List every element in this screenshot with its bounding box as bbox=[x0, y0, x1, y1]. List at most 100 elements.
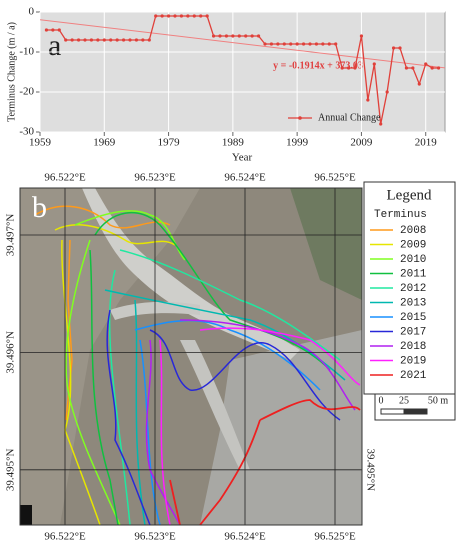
data-point bbox=[366, 98, 370, 102]
data-point bbox=[314, 42, 319, 46]
panel-a: -30 -20 -10 0 1959 1969 1979 1989 1999 2009 2019 An… bbox=[19, 6, 445, 149]
data-point bbox=[411, 66, 415, 70]
data-point bbox=[173, 14, 177, 18]
x-tick-label: 96.525°E bbox=[314, 531, 356, 543]
legend-label: 2019 bbox=[400, 355, 426, 367]
legend: 2008 2009 2010 2011 2012 2013 2015 2017 2018 2019… bbox=[370, 225, 427, 382]
trend-line bbox=[40, 19, 445, 69]
data-point bbox=[391, 46, 396, 50]
x-tick-label: 1969 bbox=[93, 137, 116, 149]
data-point bbox=[424, 62, 428, 66]
x-tick-label: 1999 bbox=[286, 137, 309, 149]
data-point bbox=[83, 38, 87, 42]
terminus-line bbox=[54, 224, 176, 525]
river bbox=[82, 188, 300, 360]
y-tick-label: 39.497°N bbox=[5, 214, 17, 257]
terminus-line bbox=[106, 309, 341, 525]
map-labels: 96.522°E 96.522°E 96.523°E 96.523°E 96.524°E… bbox=[5, 172, 377, 543]
data-point bbox=[301, 42, 306, 46]
y-tick-label: 39.496°N bbox=[5, 331, 17, 374]
legend-swatch bbox=[298, 116, 302, 120]
data-point bbox=[244, 34, 248, 38]
map-grid bbox=[20, 188, 362, 525]
terrain bbox=[200, 330, 362, 525]
data-point bbox=[70, 38, 74, 42]
data-point bbox=[57, 28, 61, 32]
data-point bbox=[224, 34, 229, 38]
panel-label: b bbox=[32, 191, 47, 224]
data-point bbox=[141, 38, 145, 42]
x-axis-title: Year bbox=[232, 152, 253, 164]
terminus-line bbox=[34, 205, 171, 421]
data-point bbox=[128, 38, 132, 42]
legend-label: 2010 bbox=[400, 254, 426, 266]
data-point bbox=[269, 42, 274, 46]
y-tick-label: -20 bbox=[19, 86, 34, 98]
river bbox=[180, 340, 250, 470]
x-tick-label: 2019 bbox=[415, 137, 438, 149]
data-point bbox=[102, 38, 106, 42]
map-frame bbox=[19, 187, 363, 526]
data-point bbox=[385, 90, 389, 94]
data-point bbox=[340, 66, 344, 70]
data-point bbox=[205, 14, 209, 18]
terminus-line bbox=[159, 327, 361, 525]
data-point bbox=[430, 66, 434, 70]
terminus-line bbox=[134, 319, 321, 525]
data-point bbox=[436, 66, 441, 70]
data-point bbox=[282, 42, 286, 46]
data-point bbox=[186, 14, 190, 18]
data-point bbox=[76, 38, 81, 42]
terminus-line bbox=[89, 211, 331, 525]
imagery bbox=[20, 188, 362, 525]
y-axis-title: Terminus Change (m / a) bbox=[6, 22, 17, 122]
y-tick-label: 39.495°N bbox=[364, 449, 376, 492]
data-point bbox=[250, 34, 254, 38]
y-tick-label: -30 bbox=[19, 126, 34, 138]
data-point bbox=[237, 34, 241, 38]
terminus-line bbox=[145, 319, 356, 525]
data-point bbox=[289, 42, 293, 46]
data-point bbox=[115, 38, 119, 42]
data-point bbox=[211, 34, 216, 38]
data-point bbox=[417, 82, 421, 86]
legend-label: 2015 bbox=[400, 312, 426, 324]
panel-label: a bbox=[48, 29, 61, 62]
x-tick-label: 96.523°E bbox=[134, 531, 176, 543]
data-point bbox=[160, 14, 164, 18]
x-tick-label: 96.522°E bbox=[44, 172, 86, 184]
data-point bbox=[256, 34, 261, 38]
x-tick-label: 2009 bbox=[350, 137, 373, 149]
scale-label: 50 m bbox=[428, 395, 449, 406]
x-tick-label: 96.524°E bbox=[224, 172, 266, 184]
data-point bbox=[179, 14, 184, 18]
data-point bbox=[359, 34, 364, 38]
data-point bbox=[89, 38, 94, 42]
data-point bbox=[109, 38, 113, 42]
data-point bbox=[218, 34, 222, 38]
scale-bar bbox=[380, 408, 405, 415]
data-point bbox=[166, 14, 171, 18]
data-point bbox=[295, 42, 299, 46]
data-point bbox=[276, 42, 280, 46]
legend-title: Legend bbox=[387, 187, 432, 203]
data-point bbox=[398, 46, 402, 50]
plot-area bbox=[39, 11, 446, 133]
legend-label: 2018 bbox=[400, 341, 426, 353]
terminus-line bbox=[104, 289, 346, 525]
x-tick-label: 1959 bbox=[29, 137, 52, 149]
data-point bbox=[372, 62, 376, 66]
legend-label: 2021 bbox=[400, 370, 427, 382]
data-point bbox=[192, 14, 196, 18]
x-tick-label: 1979 bbox=[158, 137, 181, 149]
x-tick-label: 1989 bbox=[222, 137, 245, 149]
scale-label: 25 bbox=[399, 395, 409, 406]
data-point bbox=[308, 42, 312, 46]
data-point bbox=[147, 38, 151, 42]
data-point bbox=[199, 14, 203, 18]
data-point bbox=[154, 14, 158, 18]
data-point bbox=[231, 34, 235, 38]
terrain bbox=[290, 188, 362, 300]
